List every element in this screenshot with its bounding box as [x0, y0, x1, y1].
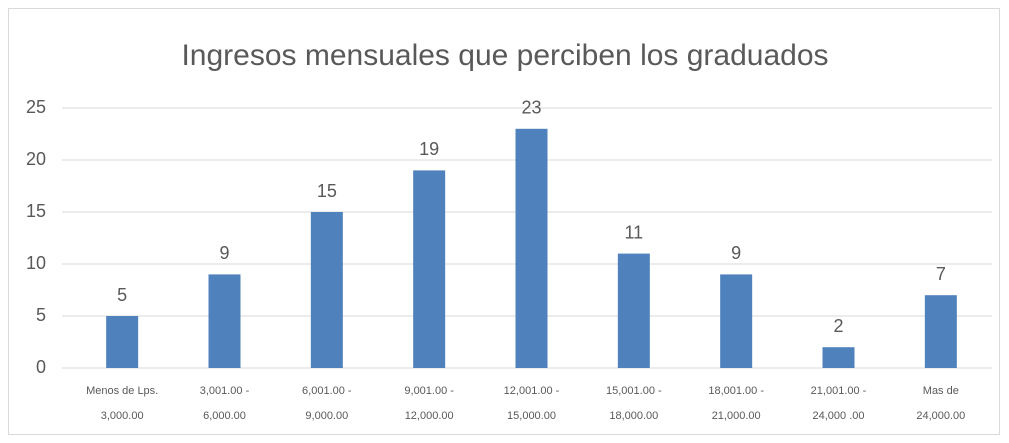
y-tick-label: 15 [26, 201, 46, 221]
x-tick-label: 15,001.00 - [606, 385, 662, 397]
x-tick-label: Mas de [923, 385, 959, 397]
data-label: 9 [731, 243, 741, 263]
x-tick-label: 15,000.00 [507, 410, 556, 422]
x-tick-label: Menos de Lps. [86, 385, 158, 397]
bar [720, 274, 753, 368]
x-tick-label: 24,000 .00 [813, 410, 865, 422]
chart-title: Ingresos mensuales que perciben los grad… [181, 39, 828, 72]
bar [413, 170, 446, 368]
x-tick-label: 9,001.00 - [404, 385, 454, 397]
y-tick-label: 25 [26, 97, 46, 117]
data-label: 19 [419, 139, 439, 159]
data-label: 5 [117, 285, 127, 305]
bar [822, 347, 855, 368]
x-tick-label: 24,000.00 [916, 410, 965, 422]
y-tick-label: 5 [36, 305, 46, 325]
bar [310, 212, 343, 368]
x-tick-label: 12,000.00 [405, 410, 454, 422]
x-tick-label: 21,001.00 - [811, 385, 867, 397]
bar [515, 128, 548, 368]
data-label: 7 [936, 264, 946, 284]
data-label: 9 [219, 243, 229, 263]
x-tick-label: 12,001.00 - [504, 385, 560, 397]
x-tick-label: 18,000.00 [609, 410, 658, 422]
x-tick-label: 3,001.00 - [200, 385, 250, 397]
bar [617, 253, 650, 368]
bar [924, 295, 957, 368]
x-tick-label: 6,000.00 [203, 410, 246, 422]
data-label: 15 [317, 181, 337, 201]
y-tick-label: 0 [36, 357, 46, 377]
data-label: 23 [521, 98, 541, 118]
data-label: 2 [833, 316, 843, 336]
bar [106, 316, 139, 368]
chart-frame [8, 8, 1000, 435]
y-tick-label: 20 [26, 149, 46, 169]
x-tick-label: 18,001.00 - [708, 385, 764, 397]
x-tick-label: 6,001.00 - [302, 385, 352, 397]
data-label: 11 [624, 222, 643, 242]
bar [208, 274, 241, 368]
x-tick-label: 21,000.00 [712, 410, 761, 422]
x-tick-label: 9,000.00 [305, 410, 348, 422]
y-tick-label: 10 [26, 253, 46, 273]
x-tick-label: 3,000.00 [101, 410, 144, 422]
